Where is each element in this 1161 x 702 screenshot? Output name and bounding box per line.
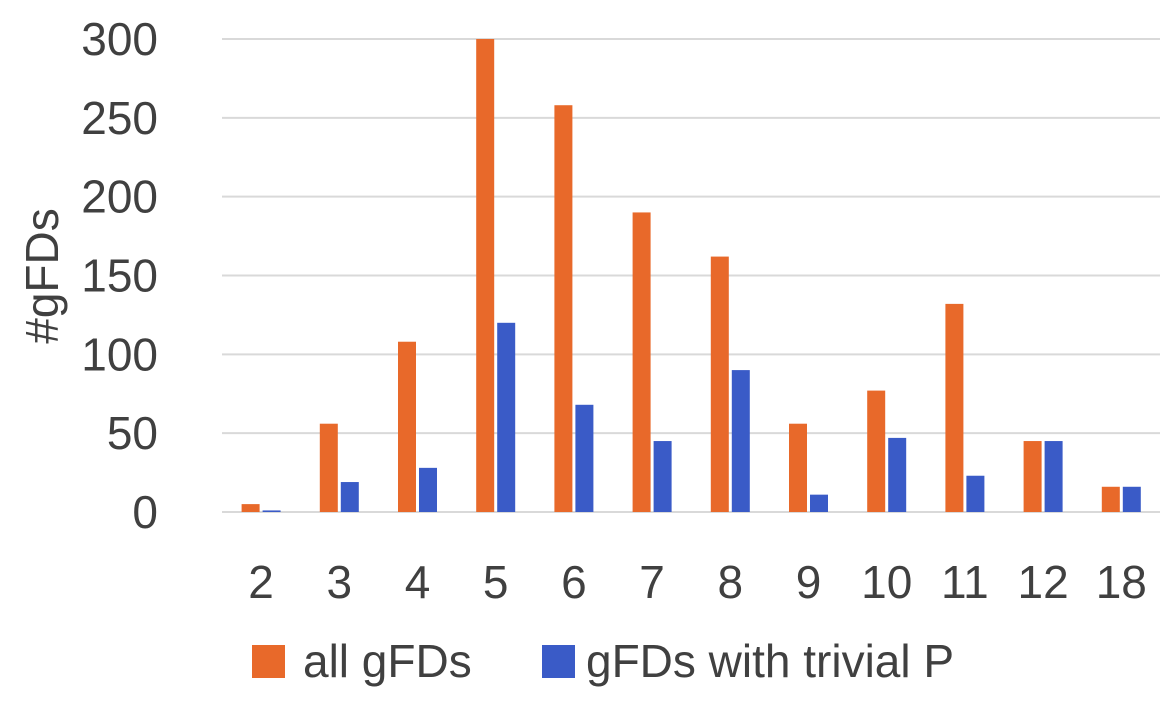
bar-all-gfds-12 [1023,441,1042,512]
y-axis-ticks: 0 50 100 150 200 250 300 [81,13,158,538]
bar-gfds-trivial-p-12 [1044,441,1063,512]
bar-gfds-trivial-p-7 [653,441,672,512]
bar-gfds-trivial-p-4 [419,467,437,512]
y-tick-label: 200 [81,171,158,223]
y-tick-label: 0 [132,486,158,538]
legend-label: all gFDs [303,635,472,687]
bar-gfds-trivial-p-18 [1122,486,1141,512]
y-axis-title: #gFDs [16,208,68,343]
bar-all-gfds-11 [945,303,964,512]
bar-all-gfds-2 [241,504,260,512]
y-tick-label: 250 [81,92,158,144]
bar-all-gfds-5 [476,39,495,512]
legend-swatch [252,645,285,678]
bar-all-gfds-4 [398,341,416,512]
legend-swatch [542,645,575,678]
bar-gfds-trivial-p-8 [731,370,750,512]
x-tick-label: 6 [561,556,587,608]
x-tick-label: 9 [796,556,822,608]
x-tick-label: 3 [327,556,353,608]
bar-gfds-trivial-p-11 [966,475,985,512]
y-tick-label: 150 [81,250,158,302]
x-tick-label: 8 [718,556,744,608]
bar-all-gfds-8 [710,256,729,512]
x-tick-label: 12 [1018,556,1069,608]
y-tick-label: 50 [107,407,158,459]
bar-gfds-trivial-p-10 [888,437,907,512]
x-tick-label: 18 [1096,556,1147,608]
y-tick-label: 300 [81,13,158,65]
legend-label: gFDs with trivial P [586,635,954,687]
x-tick-label: 7 [639,556,665,608]
bar-all-gfds-3 [319,423,338,512]
x-axis-ticks: 2 3 4 5 6 7 8 9 10 11 12 18 [248,556,1147,608]
bar-gfds-trivial-p-5 [497,322,516,512]
bar-gfds-trivial-p-6 [575,404,594,512]
bar-gfds-trivial-p-3 [340,482,359,512]
x-tick-label: 4 [405,556,431,608]
bar-all-gfds-9 [789,423,807,512]
bar-all-gfds-6 [554,105,573,512]
bar-all-gfds-7 [632,212,651,512]
y-tick-label: 100 [81,328,158,380]
bar-all-gfds-18 [1101,486,1120,512]
x-tick-label: 10 [861,556,912,608]
bar-all-gfds-10 [867,390,886,512]
x-tick-label: 5 [483,556,509,608]
bar-gfds-trivial-p-9 [810,494,828,512]
x-tick-label: 2 [248,556,274,608]
gridlines [222,38,1160,513]
x-tick-label: 11 [941,556,989,608]
bars [241,39,1141,512]
legend: all gFDs gFDs with trivial P [252,635,954,687]
bar-gfds-trivial-p-2 [262,510,281,512]
